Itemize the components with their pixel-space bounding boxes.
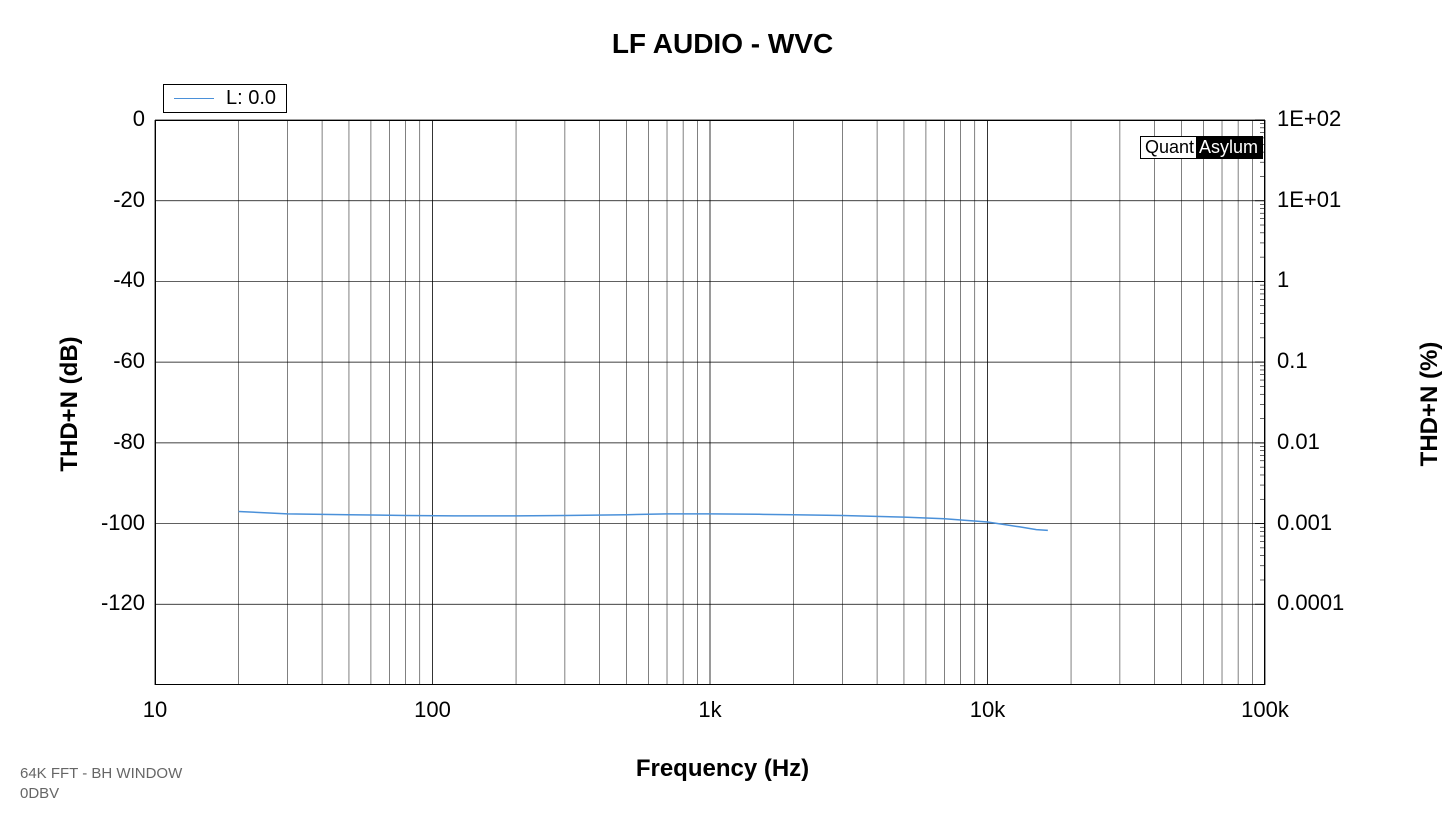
y-tick-left: -40 xyxy=(113,267,145,293)
y-tick-left: -20 xyxy=(113,187,145,213)
x-tick: 100k xyxy=(1235,697,1295,723)
y-tick-left: 0 xyxy=(133,106,145,132)
footer-line1: 64K FFT - BH WINDOW xyxy=(20,765,182,782)
watermark-part2: Asylum xyxy=(1196,136,1263,159)
y-axis-left-label: THD+N (dB) xyxy=(56,304,84,504)
y-tick-right: 1E+02 xyxy=(1277,106,1341,132)
plot-svg xyxy=(0,0,1445,813)
y-tick-right: 0.001 xyxy=(1277,510,1332,536)
y-tick-left: -80 xyxy=(113,429,145,455)
x-tick: 10k xyxy=(958,697,1018,723)
x-tick: 1k xyxy=(680,697,740,723)
y-axis-right-label: THD+N (%) xyxy=(1416,304,1444,504)
x-tick: 10 xyxy=(125,697,185,723)
watermark: Quant Asylum xyxy=(1140,136,1263,159)
legend-label: L: 0.0 xyxy=(226,87,276,110)
footer-line2: 0DBV xyxy=(20,785,59,802)
y-tick-right: 0.01 xyxy=(1277,429,1320,455)
y-tick-left: -100 xyxy=(101,510,145,536)
watermark-part1: Quant xyxy=(1140,136,1196,159)
x-tick: 100 xyxy=(403,697,463,723)
legend-line xyxy=(174,98,214,99)
y-tick-right: 1 xyxy=(1277,267,1289,293)
x-axis-label: Frequency (Hz) xyxy=(0,755,1445,783)
y-tick-left: -120 xyxy=(101,590,145,616)
y-tick-right: 1E+01 xyxy=(1277,187,1341,213)
y-tick-right: 0.0001 xyxy=(1277,590,1344,616)
legend: L: 0.0 xyxy=(163,84,287,113)
y-tick-right: 0.1 xyxy=(1277,348,1308,374)
y-tick-left: -60 xyxy=(113,348,145,374)
series-line xyxy=(239,511,1048,530)
